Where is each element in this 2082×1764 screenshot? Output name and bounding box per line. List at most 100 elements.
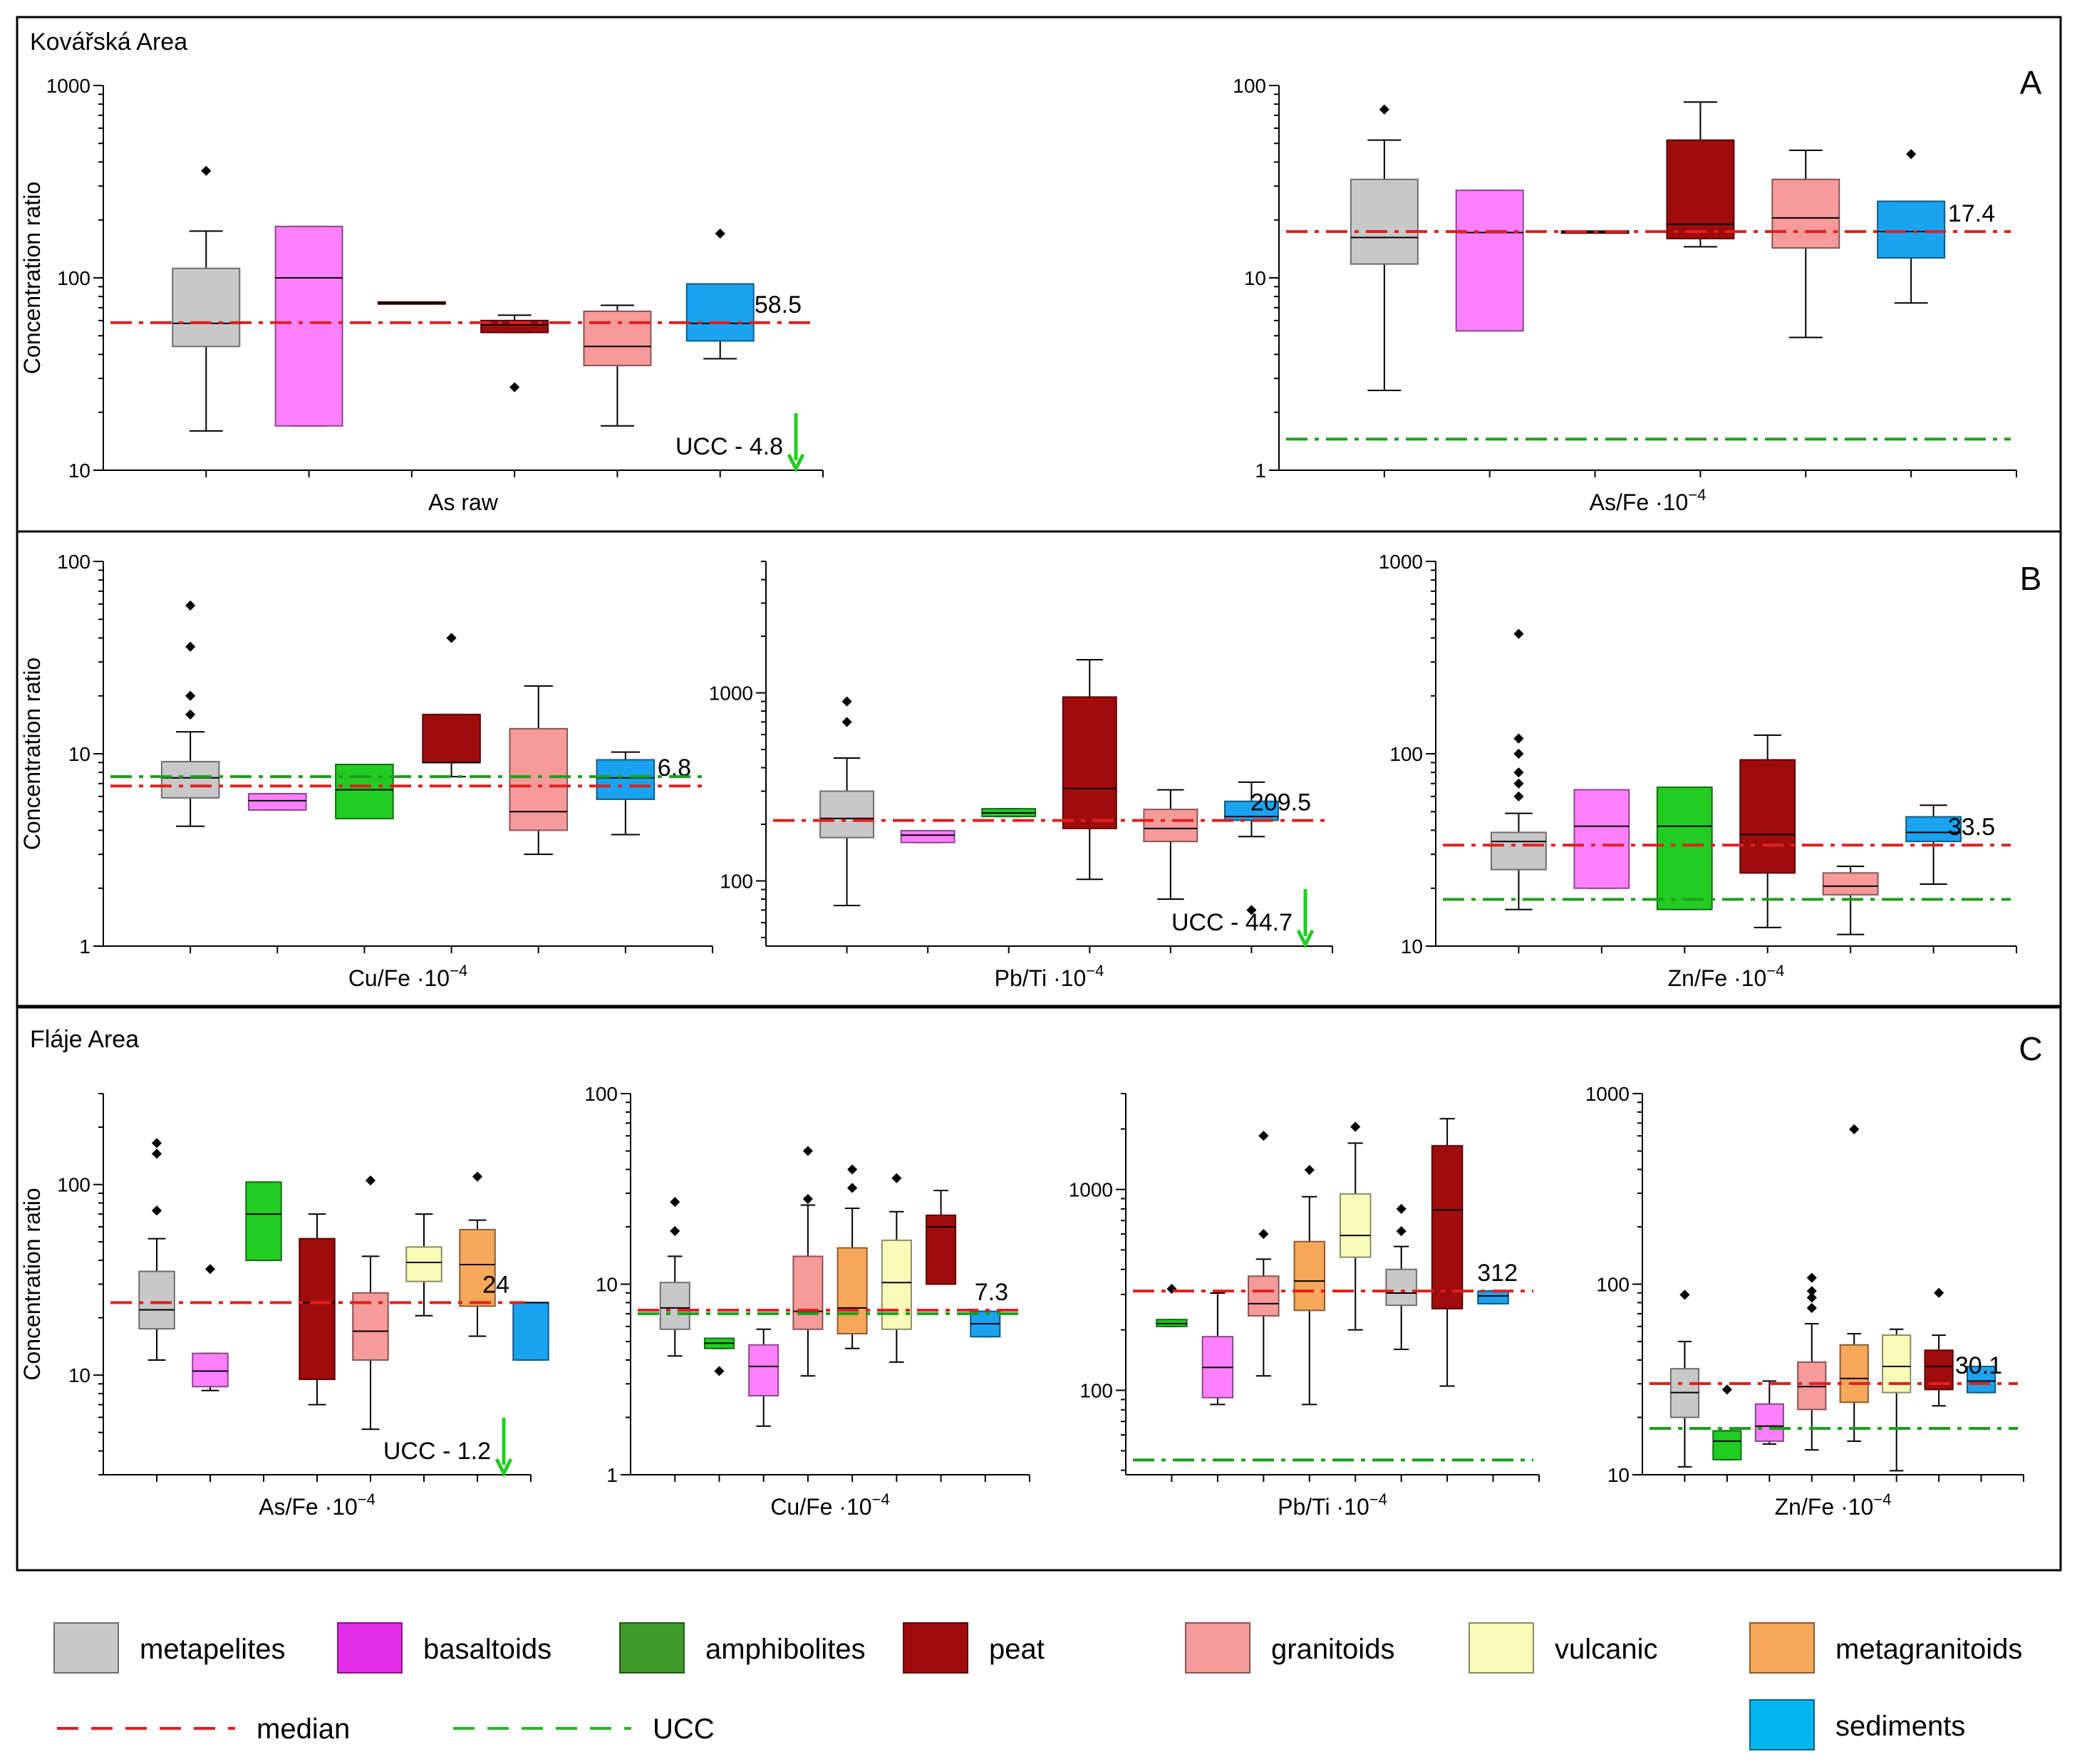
box-iqr (685, 283, 755, 342)
box-iqr (1739, 759, 1796, 874)
chart-panels: 10 100 1000 As raw Concentration ratio 58.5 UC… (19, 75, 2024, 1520)
box-iqr (405, 1246, 442, 1282)
outlier-point (185, 641, 196, 652)
legend-item-vulcanic: vulcanic (1469, 1622, 1658, 1674)
outlier-point (715, 228, 725, 239)
box-iqr (299, 1238, 336, 1381)
legend-label: median (257, 1713, 350, 1745)
legend-label: UCC (653, 1713, 715, 1745)
box-iqr (1905, 816, 1962, 843)
box-granitoids (792, 1146, 824, 1377)
y-tick-label: 1000 (1069, 1179, 1113, 1201)
outlier-point (509, 382, 520, 393)
outlier-point (1258, 1131, 1269, 1141)
y-axis-label: Concentration ratio (19, 182, 45, 374)
legend-swatch (1749, 1699, 1815, 1750)
box-sediments (685, 228, 755, 360)
box-peat (377, 301, 446, 305)
section-area-title-a: Kovářská Area (30, 28, 187, 56)
box-iqr (172, 267, 241, 348)
box-metapelites (819, 696, 875, 906)
legend-swatch (1185, 1622, 1250, 1674)
box-granitoids (1143, 789, 1198, 901)
x-axis-label: Zn/Fe ·10−4 (1775, 1490, 1892, 1520)
box-iqr (819, 790, 875, 839)
panel-8: 100 1000 Pb/Ti ·10−4 312 (1069, 1093, 1540, 1520)
box-sediments (1477, 1290, 1509, 1304)
box-iqr (881, 1239, 912, 1330)
y-tick-label: 1 (79, 935, 90, 958)
y-tick-label: 10 (68, 743, 90, 765)
box-amphibolites (245, 1181, 282, 1262)
box-sediments (970, 1310, 1001, 1338)
outlier-point (802, 1146, 813, 1156)
box-metapelites (659, 1197, 690, 1357)
ucc-value-label: UCC - 1.2 (383, 1438, 491, 1465)
panel-2: 1 10 100 As/Fe ·10−4 17.4 (1233, 75, 2017, 515)
median-value-label: 7.3 (975, 1279, 1008, 1306)
x-axis-label: As/Fe ·10−4 (1590, 486, 1706, 515)
legend-swatch (619, 1622, 685, 1674)
y-tick-label: 100 (57, 267, 90, 289)
box-basaltoids (274, 225, 343, 427)
y-tick-label: 100 (720, 870, 753, 892)
y-tick-label: 10 (1401, 935, 1423, 958)
median-value-label: 209.5 (1250, 789, 1311, 816)
outlier-point (847, 1183, 858, 1193)
y-tick-label: 1000 (46, 75, 90, 97)
box-basaltoids (247, 793, 307, 811)
box-granitoids (352, 1175, 389, 1431)
box-peat (926, 1190, 957, 1285)
outlier-point (1379, 104, 1389, 115)
box-metagranitoids (459, 1171, 496, 1337)
outlier-point (151, 1138, 162, 1148)
box-sediments (1966, 1366, 1996, 1394)
box-iqr (1839, 1344, 1869, 1404)
box-peat (1431, 1118, 1464, 1387)
box-granitoids (509, 685, 569, 856)
box-basaltoids (1754, 1380, 1784, 1445)
y-tick-label: 10 (68, 460, 90, 482)
outlier-point (841, 696, 852, 707)
legend: metapelites basaltoids amphibolites peat gra… (53, 1622, 2022, 1750)
section-letter-c: C (2019, 1030, 2042, 1067)
median-value-label: 58.5 (755, 291, 802, 318)
box-iqr (247, 793, 307, 811)
box-iqr (1966, 1366, 1996, 1394)
x-axis-label: As/Fe ·10−4 (259, 1490, 376, 1520)
box-amphibolites (1712, 1384, 1742, 1461)
legend-label: peat (989, 1634, 1045, 1665)
y-tick-label: 100 (57, 1174, 90, 1196)
outlier-point (1246, 905, 1257, 915)
legend-item-granitoids: granitoids (1185, 1622, 1394, 1674)
y-tick-label: 1 (606, 1464, 618, 1486)
box-iqr (352, 1292, 389, 1361)
box-iqr (1754, 1403, 1784, 1442)
median-value-label: 312 (1477, 1260, 1518, 1287)
box-basaltoids (1201, 1292, 1234, 1406)
legend-label: amphibolites (705, 1634, 866, 1665)
ucc-offscale-arrow-head (494, 1458, 513, 1478)
outlier-point (1304, 1165, 1315, 1176)
box-peat (1062, 659, 1117, 881)
y-axis-label: Concentration ratio (19, 658, 45, 850)
legend-item-median: median (57, 1713, 350, 1745)
box-granitoids (583, 304, 652, 427)
box-iqr (926, 1214, 957, 1285)
legend-item-peat: peat (903, 1622, 1045, 1674)
box-metagranitoids (837, 1164, 868, 1349)
panel-7: 1 10 100 Cu/Fe ·10−4 7.3 (584, 1083, 1030, 1520)
box-iqr (1477, 1290, 1509, 1304)
box-basaltoids (1573, 789, 1630, 889)
box-iqr (1491, 831, 1547, 871)
ucc-offscale-arrow-head (787, 453, 805, 473)
y-tick-label: 1000 (709, 683, 753, 705)
box-vulcanic (405, 1213, 442, 1317)
box-amphibolites (981, 808, 1037, 818)
box-granitoids (1248, 1131, 1280, 1377)
legend-swatch (1469, 1622, 1534, 1674)
box-iqr (1797, 1361, 1827, 1411)
box-metapelites (1669, 1290, 1700, 1468)
legend-swatch (1749, 1622, 1815, 1674)
